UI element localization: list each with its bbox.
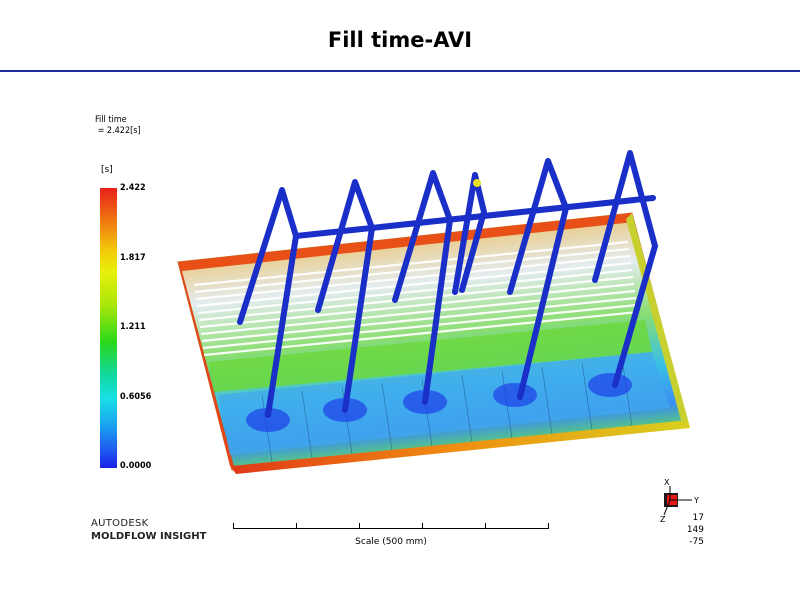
injection-point-icon [473, 179, 481, 187]
color-legend-bar [100, 188, 117, 468]
view-angle-z: -75 [689, 537, 704, 547]
title-divider [0, 70, 800, 72]
legend-tick-4: 0.6056 [120, 392, 152, 402]
scale-tick [296, 523, 297, 529]
legend-tick-min: 0.0000 [120, 461, 152, 471]
result-name: Fill time [95, 115, 127, 125]
view-angle-x: 17 [692, 513, 704, 523]
page-title: Fill time-AVI [327, 28, 473, 52]
orientation-triad [663, 486, 692, 516]
legend-tick-max: 2.422 [120, 183, 146, 193]
result-value: = 2.422[s] [95, 126, 141, 136]
legend-tick-3: 1.211 [120, 322, 146, 332]
triad-z-label: Z [660, 515, 666, 524]
runner-system [237, 150, 658, 418]
triad-x-label: X [664, 478, 670, 487]
result-label: Fill time = 2.422[s] [95, 115, 141, 137]
legend-tick-2: 1.817 [120, 253, 146, 263]
scale-bar [233, 528, 549, 529]
part-plate [177, 212, 690, 474]
scale-label: Scale (500 mm) [355, 537, 427, 547]
brand-autodesk: AUTODESK [91, 518, 149, 529]
triad-y-label: Y [693, 496, 699, 505]
view-angle-readout: 17 149 -75 [682, 512, 704, 548]
scale-tick [233, 523, 234, 529]
view-angle-y: 149 [686, 525, 704, 535]
scale-tick [359, 523, 360, 529]
brand-moldflow: MOLDFLOW INSIGHT [91, 531, 207, 542]
scale-tick [485, 523, 486, 529]
scale-tick [422, 523, 423, 529]
legend-unit: [s] [101, 165, 113, 175]
scale-tick [548, 523, 549, 529]
